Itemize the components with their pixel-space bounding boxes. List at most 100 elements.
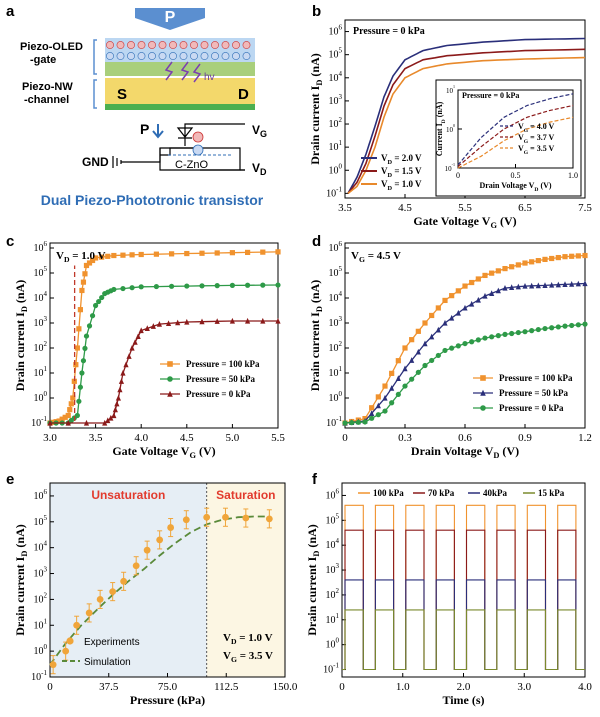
data-point bbox=[435, 352, 441, 359]
data-point bbox=[96, 298, 102, 305]
data-point bbox=[118, 378, 125, 384]
region-shading bbox=[50, 483, 207, 677]
x-axis-label: Drain Voltage VD (V) bbox=[411, 444, 519, 460]
data-point bbox=[582, 321, 588, 327]
data-point bbox=[542, 256, 548, 262]
data-point bbox=[167, 376, 173, 382]
data-point bbox=[150, 323, 156, 329]
oled-positive-charge bbox=[200, 41, 209, 49]
x-tick-label: 0.3 bbox=[398, 432, 412, 444]
legend-label: VD = 2.0 V bbox=[381, 153, 422, 166]
y-tick-label: 102 bbox=[34, 340, 48, 354]
data-point bbox=[132, 339, 138, 345]
oled-layer bbox=[105, 38, 255, 62]
series bbox=[342, 321, 588, 426]
data-point bbox=[74, 345, 80, 351]
data-point bbox=[495, 268, 501, 274]
data-point bbox=[59, 416, 65, 422]
data-point bbox=[120, 285, 126, 292]
data-point bbox=[582, 280, 588, 287]
data-point bbox=[86, 260, 93, 266]
condition-label: VD = 1.0 V bbox=[223, 632, 273, 646]
data-point bbox=[369, 405, 375, 411]
data-point bbox=[169, 283, 175, 289]
data-point bbox=[482, 292, 488, 299]
nw-bracket bbox=[93, 79, 97, 109]
x-tick-label: 0.6 bbox=[458, 432, 472, 444]
y-tick-label: 103 bbox=[34, 566, 48, 580]
oled-charges bbox=[106, 41, 251, 60]
data-point bbox=[509, 330, 515, 337]
data-point bbox=[62, 414, 68, 420]
drain-label: D bbox=[238, 86, 249, 103]
data-point bbox=[482, 272, 488, 279]
y-tick-label: 106 bbox=[329, 240, 343, 254]
y-tick-label: 101 bbox=[34, 365, 48, 379]
panel-letter-b: b bbox=[312, 3, 321, 20]
data-point bbox=[429, 357, 435, 364]
oled-negative-charge bbox=[106, 52, 114, 60]
data-point bbox=[112, 406, 118, 413]
data-point bbox=[489, 334, 495, 340]
y-tick-label: 100 bbox=[329, 162, 343, 176]
data-point bbox=[83, 419, 90, 426]
y-tick-label: 10-1 bbox=[31, 669, 47, 683]
y-axis-label: Drain current ID (nA) bbox=[308, 53, 324, 165]
oled-negative-charge bbox=[158, 52, 167, 60]
data-point bbox=[82, 271, 88, 277]
inset-series-line bbox=[457, 104, 574, 167]
y-tick-label: 105 bbox=[326, 512, 340, 526]
data-point bbox=[555, 324, 561, 330]
data-point bbox=[469, 300, 475, 307]
data-point bbox=[449, 345, 455, 351]
data-point bbox=[549, 255, 555, 262]
data-point bbox=[569, 322, 575, 329]
condition-label: VG = 3.5 V bbox=[223, 650, 273, 664]
y-tick-label: 100 bbox=[329, 390, 343, 404]
legend-label: VD = 1.5 V bbox=[381, 166, 422, 179]
data-point bbox=[129, 344, 135, 351]
data-point bbox=[114, 400, 120, 407]
data-point bbox=[71, 378, 77, 384]
series bbox=[47, 317, 281, 426]
data-point bbox=[76, 398, 82, 404]
series bbox=[342, 252, 588, 426]
data-point bbox=[79, 287, 85, 294]
data-point bbox=[93, 255, 99, 261]
oled-negative-charge bbox=[137, 52, 146, 60]
x-tick-label: 75.0 bbox=[158, 681, 178, 693]
data-point bbox=[111, 412, 117, 419]
data-point bbox=[93, 302, 99, 309]
data-point bbox=[382, 408, 388, 414]
data-point bbox=[56, 418, 62, 424]
data-point bbox=[109, 588, 117, 596]
data-point bbox=[214, 283, 220, 289]
data-point bbox=[67, 407, 73, 413]
y-axis-label: Drain current ID (nA) bbox=[308, 280, 324, 392]
data-point bbox=[409, 357, 415, 363]
data-point bbox=[529, 282, 535, 289]
oled-positive-charge bbox=[137, 41, 146, 49]
oled-positive-charge bbox=[127, 41, 135, 49]
legend-label: Pressure = 50 kPa bbox=[499, 388, 569, 398]
data-point bbox=[120, 252, 126, 258]
circuit-diagram: P VG C-ZnO VD GND bbox=[82, 121, 267, 177]
data-point bbox=[402, 365, 408, 372]
data-point bbox=[203, 513, 211, 521]
data-point bbox=[529, 328, 535, 334]
y-tick-label: 102 bbox=[329, 116, 343, 130]
y-tick-label: 100 bbox=[34, 643, 48, 657]
data-point bbox=[156, 536, 164, 544]
x-tick-label: 3.0 bbox=[517, 681, 531, 693]
y-tick-label: 106 bbox=[34, 488, 48, 502]
oled-negative-charge bbox=[190, 52, 198, 60]
data-point bbox=[260, 282, 266, 288]
data-point bbox=[480, 375, 486, 381]
data-point bbox=[65, 412, 71, 419]
data-point bbox=[138, 284, 144, 290]
light-label: hv bbox=[204, 72, 215, 83]
plot-frame bbox=[344, 242, 586, 429]
data-point bbox=[199, 250, 205, 256]
data-point bbox=[229, 250, 235, 256]
data-point bbox=[542, 282, 548, 288]
